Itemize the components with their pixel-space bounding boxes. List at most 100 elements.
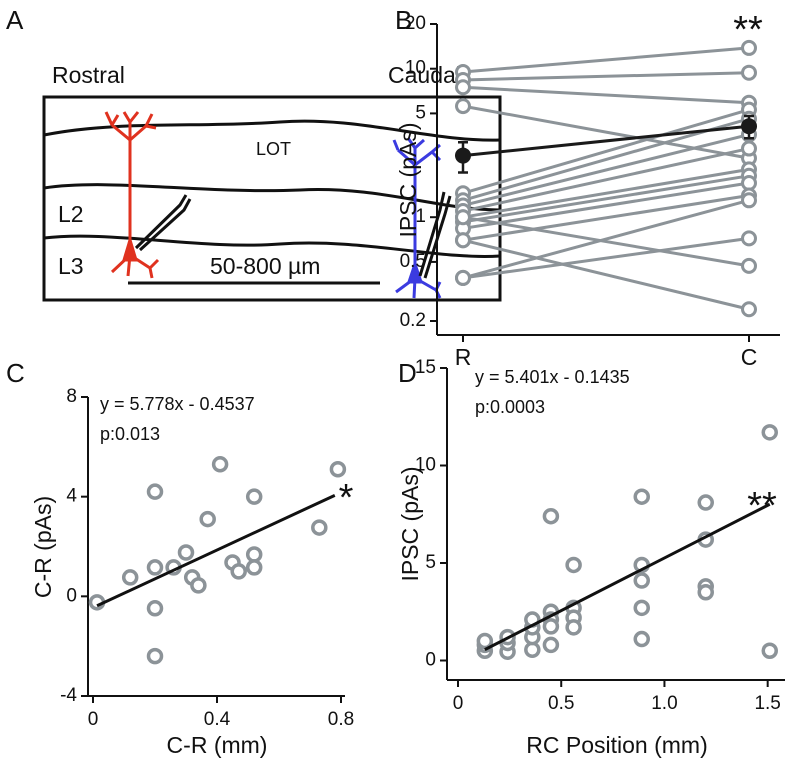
panel-label: B [395, 5, 412, 35]
point [121, 569, 139, 586]
point [542, 507, 560, 525]
point [565, 619, 582, 636]
point [245, 488, 263, 505]
pair-line [462, 133, 750, 207]
pair-line [462, 85, 750, 105]
fit-line [96, 493, 336, 608]
x-tick-label: R [455, 344, 472, 370]
y-axis-label: IPSC (pAs) [395, 122, 421, 237]
slice-outline [42, 95, 502, 302]
pair-line [462, 236, 750, 280]
y-tick-label: 20 [405, 13, 426, 34]
y-tick-label: 15 [415, 357, 436, 378]
y-tick-label: 5 [415, 102, 426, 123]
point [146, 559, 164, 576]
point [697, 584, 714, 601]
y-tick-label: 0.5 [400, 251, 426, 272]
point [761, 424, 778, 441]
point [311, 519, 328, 536]
pair-line [462, 147, 750, 213]
point [633, 599, 650, 617]
y-tick-label: 0 [425, 650, 436, 671]
y-axis-label: C-R (pAs) [30, 496, 56, 598]
point [146, 600, 164, 617]
y-tick-label: 0.2 [400, 310, 426, 331]
y-axis-label: IPSC (pAs) [397, 466, 423, 581]
point [542, 618, 560, 635]
caudal-label: Caudal [388, 62, 461, 88]
y-tick-label: 10 [415, 455, 436, 476]
x-tick-label: 1.5 [754, 693, 780, 714]
point [741, 64, 757, 81]
point [633, 488, 650, 505]
diagram: A Rostral Caudal LOT L2 L3 50-800 µm [6, 5, 502, 302]
point [697, 494, 714, 511]
mean-point [455, 147, 471, 164]
pair-line [462, 181, 750, 230]
y-tick-label: 4 [66, 486, 77, 507]
y-tick-label: 0 [66, 585, 77, 606]
x-axis-label: C-R (mm) [167, 732, 268, 758]
point [230, 563, 247, 580]
panel-label: D [398, 358, 417, 388]
panel-label: A [6, 5, 24, 35]
equation: y = 5.778x - 0.4537 [100, 394, 255, 414]
panel-label: C [6, 358, 25, 388]
point [761, 642, 778, 659]
point [146, 483, 164, 500]
pair-line [462, 104, 750, 160]
point [245, 559, 263, 576]
pair-line [462, 46, 750, 74]
point [476, 632, 494, 650]
point [741, 39, 757, 56]
pair-line [462, 238, 750, 311]
x-tick-label: 0.4 [204, 709, 231, 730]
point [455, 98, 471, 115]
point [741, 257, 757, 274]
x-tick-label: C [741, 344, 758, 370]
point [455, 269, 471, 286]
p-value: p:0.0003 [475, 397, 545, 417]
layer-label: LOT [256, 139, 291, 159]
x-tick-label: 0.8 [328, 709, 354, 730]
point [633, 630, 650, 648]
x-axis-label: RC Position (mm) [526, 732, 707, 758]
y-tick-label: 1 [415, 206, 426, 227]
y-tick-label: -4 [60, 685, 77, 706]
pair-line [462, 215, 750, 268]
pair-line [462, 194, 750, 242]
rostral-label: Rostral [52, 62, 125, 88]
mean-line [462, 124, 750, 158]
layer-label: L3 [58, 253, 84, 279]
pair-line [462, 108, 750, 195]
pair-line [462, 174, 750, 224]
point [633, 572, 650, 589]
mean-point [741, 118, 757, 135]
significance: ** [747, 485, 777, 527]
layer-label: L2 [58, 201, 84, 227]
point [455, 209, 471, 226]
point [329, 461, 347, 478]
layer-line [43, 183, 501, 212]
equation: y = 5.401x - 0.1435 [475, 367, 630, 387]
y-tick-label: 10 [405, 58, 426, 79]
x-tick-label: 0.5 [548, 693, 574, 714]
point [741, 301, 757, 318]
pair-line [462, 71, 750, 82]
x-tick-label: 0 [453, 693, 464, 714]
point [741, 140, 757, 157]
scale-label: 50-800 µm [210, 253, 320, 279]
x-tick-label: 1.0 [651, 693, 677, 714]
point [245, 546, 263, 563]
pair-line [462, 198, 750, 280]
electrode [418, 191, 452, 279]
point [542, 636, 560, 654]
point [146, 647, 164, 665]
point [199, 510, 216, 528]
point [455, 232, 471, 249]
point [741, 192, 757, 209]
rostral-neuron [104, 111, 160, 279]
point [565, 556, 582, 574]
significance: * [339, 477, 354, 519]
